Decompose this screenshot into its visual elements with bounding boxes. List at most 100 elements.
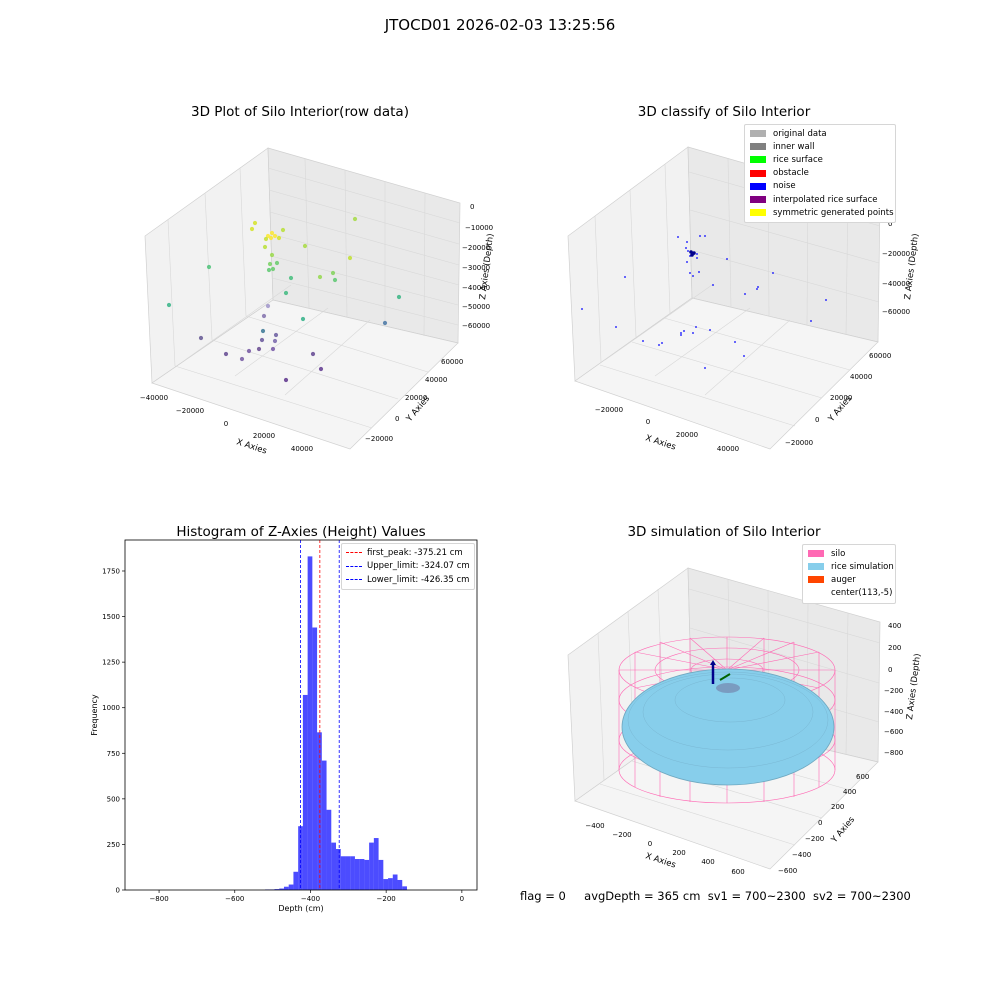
raw-y-tick: 40000 [425,376,447,384]
avg-depth-text: avgDepth = 365 cm [584,889,701,903]
raw-point [265,303,271,309]
raw-x-tick: 20000 [253,432,275,440]
raw-point [265,233,271,239]
legend-item: rice simulation [803,560,895,573]
raw-z-tick: −10000 [465,224,493,232]
legend-dash-icon [346,552,362,554]
legend-item: symmetric generated points [745,206,895,219]
legend-label: first_peak: -375.21 cm [367,547,463,558]
legend-label: rice simulation [831,561,894,572]
status-footer: flag = 0 avgDepth = 365 cm sv1 = 700~230… [520,889,911,903]
legend-swatch-icon [750,196,766,204]
legend-swatch-icon [750,169,766,177]
raw-point [260,328,266,334]
raw-x-tick: −40000 [140,394,168,402]
raw-point [198,335,204,341]
legend-label: silo [831,548,846,559]
legend-swatch-icon [808,576,824,584]
raw-point [268,235,274,241]
raw-z-tick: −30000 [462,264,490,272]
raw-point [263,236,269,242]
raw-point [206,264,212,270]
histogram-legend-item: Lower_limit: -426.35 cm [342,573,474,587]
raw-plot-title: 3D Plot of Silo Interior(row data) [191,104,409,120]
histogram-title: Histogram of Z-Axies (Height) Values [176,524,426,540]
raw-z-tick: −40000 [462,284,490,292]
legend-label: interpolated rice surface [773,194,878,205]
legend-label: noise [773,181,796,192]
simulation-plot-title: 3D simulation of Silo Interior [627,524,821,540]
raw-point [318,366,324,372]
legend-label: obstacle [773,168,809,179]
legend-label: rice surface [773,154,823,165]
legend-item: noise [745,180,895,193]
raw-point [269,252,275,258]
raw-z-tick: −20000 [462,244,490,252]
legend-item: auger [803,573,895,586]
legend-item: center(113,-5) [803,587,895,600]
histogram-legend-item: Upper_limit: -324.07 cm [342,560,474,574]
legend-item: inner wall [745,140,895,153]
legend-label: center(113,-5) [831,588,893,599]
raw-point [347,255,353,261]
figure-title: JTOCD01 2026-02-03 13:25:56 [384,16,616,34]
histogram-legend: first_peak: -375.21 cm Upper_limit: -324.… [341,543,475,590]
legend-swatch-icon [750,209,766,217]
raw-data-points [166,216,402,383]
legend-swatch-icon [750,156,766,164]
raw-point [280,227,286,233]
raw-point [396,294,402,300]
raw-point [270,346,276,352]
classify-legend: original data inner wall rice surface obsta… [744,124,896,224]
raw-x-tick: −20000 [176,407,204,415]
raw-point [283,377,289,383]
raw-point [256,346,262,352]
raw-point [266,267,272,273]
raw-point [288,275,294,281]
legend-dash-icon [346,565,362,567]
legend-swatch-icon [808,563,824,571]
raw-z-tick: −50000 [462,303,490,311]
raw-x-label: X Axies [235,437,268,456]
legend-swatch-icon [750,130,766,138]
raw-x-tick: 40000 [291,445,313,453]
legend-swatch-icon [808,550,824,558]
raw-point [272,233,278,239]
raw-z-tick: 0 [470,203,474,211]
legend-swatch-icon [808,590,824,597]
raw-point [166,302,172,308]
raw-y-tick: −20000 [365,435,393,443]
legend-label: symmetric generated points [773,207,894,218]
raw-point [223,351,229,357]
legend-swatch-icon [750,182,766,190]
raw-z-tick: −60000 [462,322,490,330]
raw-point [302,243,308,249]
sv1-text: sv1 = 700~2300 [707,889,806,903]
raw-point [272,338,278,344]
legend-dash-icon [346,579,362,581]
raw-point [267,261,273,267]
legend-item: interpolated rice surface [745,193,895,206]
raw-point [246,348,252,354]
legend-item: obstacle [745,167,895,180]
legend-item: rice surface [745,153,895,166]
raw-3d-panes [144,147,461,450]
flag-text: flag = 0 [520,889,566,903]
legend-label: inner wall [773,141,815,152]
classify-plot-title: 3D classify of Silo Interior [637,104,811,120]
raw-point [317,274,323,280]
raw-y-tick: 20000 [405,394,427,402]
raw-point [262,244,268,250]
raw-point [269,230,275,236]
histogram-legend-item: first_peak: -375.21 cm [342,546,474,560]
legend-label: auger [831,574,856,585]
raw-point [332,277,338,283]
simulation-legend: silo rice simulation auger center(113,-5) [802,544,896,604]
raw-point [270,266,276,272]
raw-point [276,235,282,241]
legend-label: original data [773,128,827,139]
raw-point [283,290,289,296]
raw-z-axis: 0 −10000 −20000 −30000 −40000 −50000 −60… [462,203,496,330]
legend-label: Upper_limit: -324.07 cm [367,561,470,572]
